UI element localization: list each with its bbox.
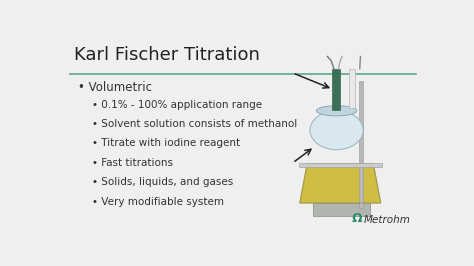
Text: Metrohm: Metrohm bbox=[364, 215, 411, 226]
Text: • Very modifiable system: • Very modifiable system bbox=[92, 197, 224, 207]
Bar bbox=[349, 69, 356, 108]
Ellipse shape bbox=[310, 111, 363, 150]
Text: Ω: Ω bbox=[351, 213, 362, 226]
Ellipse shape bbox=[317, 106, 357, 116]
Text: • Solids, liquids, and gases: • Solids, liquids, and gases bbox=[92, 177, 234, 187]
Text: • Volumetric: • Volumetric bbox=[78, 81, 152, 94]
Text: • Solvent solution consists of methanol: • Solvent solution consists of methanol bbox=[92, 119, 298, 129]
Text: • Titrate with iodine reagent: • Titrate with iodine reagent bbox=[92, 138, 240, 148]
Bar bbox=[332, 69, 340, 110]
Bar bbox=[313, 203, 370, 216]
Bar bbox=[299, 163, 382, 167]
Text: • Fast titrations: • Fast titrations bbox=[92, 158, 173, 168]
Text: • 0.1% - 100% application range: • 0.1% - 100% application range bbox=[92, 99, 263, 110]
Text: Karl Fischer Titration: Karl Fischer Titration bbox=[74, 46, 260, 64]
Polygon shape bbox=[300, 164, 381, 203]
Bar bbox=[359, 81, 364, 208]
